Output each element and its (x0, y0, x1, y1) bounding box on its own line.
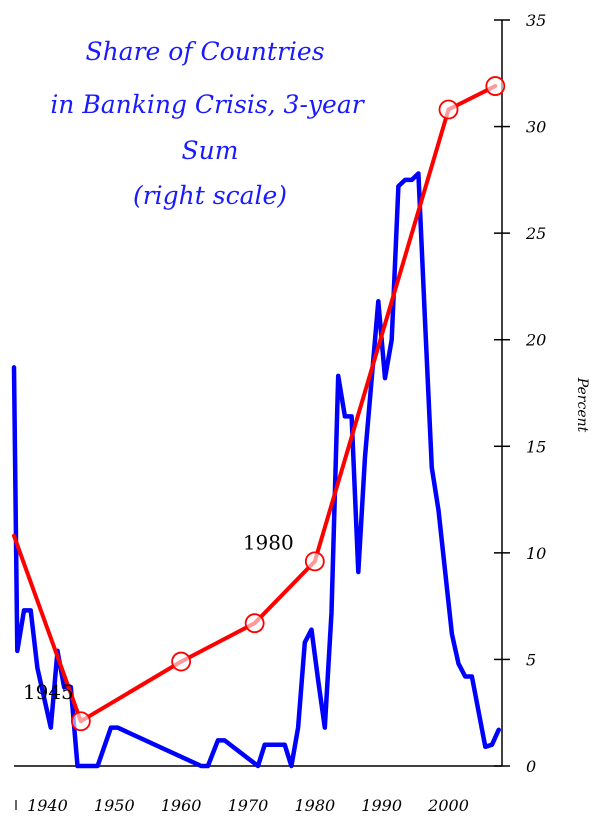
x-tick-label-1950: 1950 (94, 796, 135, 815)
y-tick-label-20: 20 (525, 331, 546, 350)
series-0-point-5 (438, 99, 459, 120)
y-axis-label: Percent (574, 377, 590, 433)
title-line-4: (right scale) (133, 181, 287, 210)
series-line-1 (11, 171, 501, 769)
y-tick-label-15: 15 (526, 437, 546, 456)
series-0-point-3 (244, 613, 265, 634)
x-tick-label-1980: 1980 (294, 796, 335, 815)
y-tick-label-5: 5 (526, 650, 536, 669)
x-tick-label-1990: 1990 (361, 796, 402, 815)
y-tick-label-25: 25 (525, 224, 546, 243)
annotation-1980: 1980 (243, 530, 294, 554)
title-line-2: in Banking Crisis, 3-year (50, 90, 365, 119)
y-tick-label-35: 35 (526, 11, 546, 30)
x-tick-label-1970: 1970 (228, 796, 269, 815)
annotation-layer: 1945 1980 (23, 530, 294, 704)
axes: 0 5 10 15 20 25 30 35 1940 1950 1960 1970 1980 1990 20… (14, 11, 546, 815)
y-tick-label-10: 10 (526, 544, 546, 563)
x-tick-label-1960: 1960 (161, 796, 202, 815)
series-0-point-4 (304, 551, 325, 572)
series-0-point-1 (70, 711, 91, 732)
series-layer (11, 76, 506, 769)
series-0-point-6 (485, 76, 506, 96)
chart-title: Share of Countries in Banking Crisis, 3-… (50, 37, 365, 210)
y-tick-label-30: 30 (526, 118, 546, 137)
title-line-3: Sum (182, 136, 239, 165)
title-line-1: Share of Countries (85, 37, 324, 66)
x-tick-label-1940: 1940 (27, 796, 68, 815)
series-0-point-2 (171, 651, 192, 672)
y-tick-label-0: 0 (526, 757, 536, 776)
annotation-1945: 1945 (23, 680, 74, 704)
x-tick-label-2000: 2000 (427, 796, 469, 815)
